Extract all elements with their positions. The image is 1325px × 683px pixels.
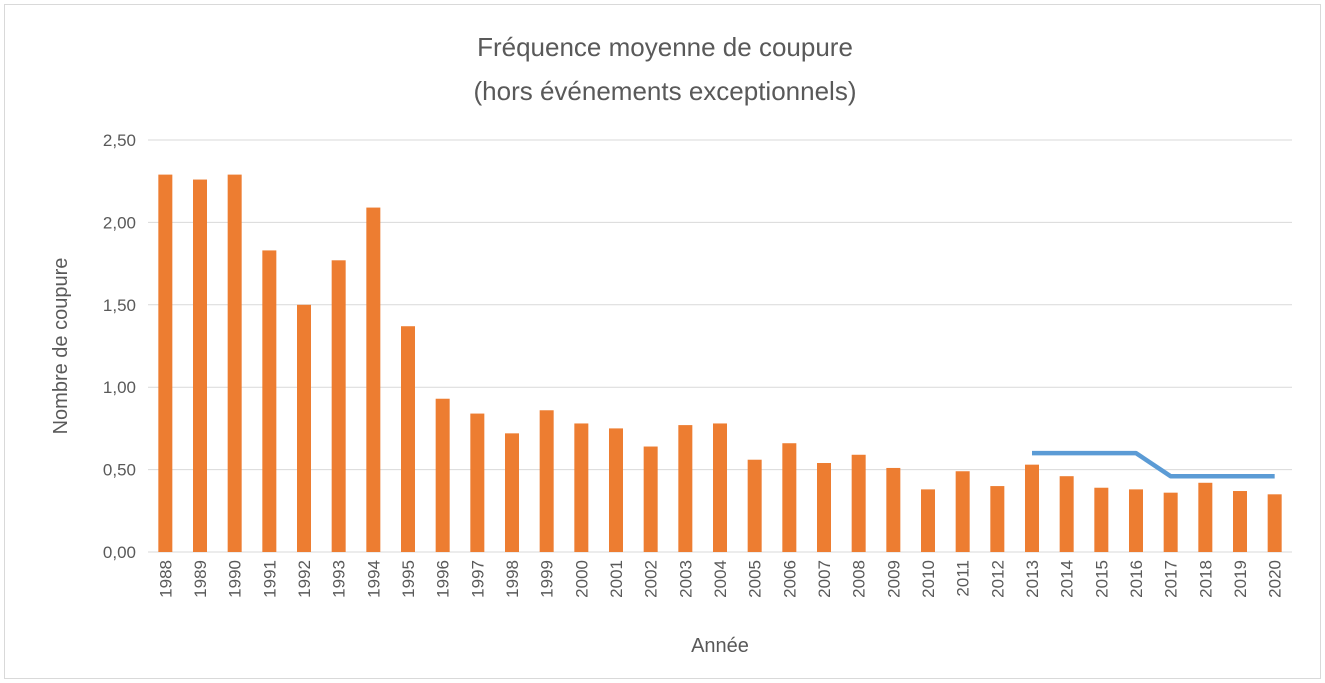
bar: [990, 486, 1005, 552]
chart-subtitle: (hors événements exceptionnels): [474, 76, 857, 106]
y-tick-label: 0,50: [103, 461, 136, 480]
bar: [1025, 464, 1039, 552]
bar: [193, 179, 207, 552]
bar: [609, 428, 623, 552]
y-tick-label: 1,50: [103, 296, 136, 315]
x-tick-label: 1991: [260, 560, 279, 598]
chart-title: Fréquence moyenne de coupure: [477, 32, 853, 62]
x-tick-label: 1988: [156, 560, 175, 598]
bar: [782, 443, 797, 552]
x-axis-label: Année: [691, 635, 749, 657]
y-axis-label: Nombre de coupure: [50, 258, 72, 435]
x-tick-label: 2002: [642, 560, 661, 598]
line: [1032, 450, 1275, 479]
x-tick-label: 2015: [1092, 560, 1111, 598]
y-tick-label: 2,50: [103, 131, 136, 150]
bar: [539, 410, 554, 552]
x-tick-label: 2020: [1266, 560, 1285, 598]
x-tick-label: 2013: [1023, 560, 1042, 598]
bar: [921, 489, 935, 552]
chart-border: [4, 4, 1321, 679]
bar: [643, 446, 658, 552]
x-tick-label: 2012: [988, 560, 1007, 598]
x-tick-label: 1990: [226, 560, 245, 598]
bar: [331, 260, 346, 552]
x-tick-label: 2019: [1231, 560, 1250, 598]
x-tick-label: 2006: [780, 560, 799, 598]
x-tick-label: 1997: [468, 560, 487, 598]
x-tick-label: 2011: [954, 560, 973, 597]
x-tick-label: 2004: [711, 560, 730, 598]
x-tick-label: 2017: [1162, 560, 1181, 598]
bar: [470, 413, 485, 552]
x-tick-label: 2000: [572, 560, 591, 598]
x-tick-label: 2018: [1196, 560, 1215, 598]
x-tick-label: 1993: [330, 560, 349, 598]
bar: [262, 250, 277, 552]
bar: [158, 174, 173, 552]
x-tick-label: 2010: [919, 560, 938, 598]
x-tick-label: 1996: [434, 560, 453, 598]
bar: [1267, 494, 1282, 552]
x-tick-label: 2001: [607, 560, 626, 598]
x-tick-label: 1999: [538, 560, 557, 598]
x-tick-label: 1995: [399, 560, 418, 598]
bar: [1094, 487, 1109, 552]
x-tick-label: 2007: [815, 560, 834, 598]
x-tick-label: 1989: [191, 560, 210, 598]
bar: [1129, 489, 1143, 552]
y-tick-label: 0,00: [103, 543, 136, 562]
y-tick-label: 1,00: [103, 378, 136, 397]
bar: [297, 304, 311, 552]
bar: [886, 467, 901, 552]
x-tick-label: 1992: [295, 560, 314, 598]
bar: [1233, 491, 1247, 552]
bar: [435, 398, 450, 552]
bar: [713, 423, 727, 552]
bar: [1198, 482, 1213, 552]
bar: [678, 425, 693, 552]
bar: [366, 207, 381, 552]
x-tick-label: 2014: [1058, 560, 1077, 598]
bar: [1163, 492, 1178, 552]
bar: [851, 454, 866, 552]
bar: [505, 433, 519, 552]
x-tick-label: 2003: [676, 560, 695, 598]
bar: [1059, 476, 1074, 552]
x-tick-label: 1994: [364, 560, 383, 598]
x-tick-label: 2008: [850, 560, 869, 598]
bar: [574, 423, 589, 552]
bar: [817, 463, 831, 552]
bar: [955, 471, 970, 552]
x-tick-label: 2005: [746, 560, 765, 598]
bar: [227, 174, 242, 552]
x-tick-label: 2016: [1127, 560, 1146, 598]
bar: [401, 326, 415, 552]
x-tick-label: 2009: [884, 560, 903, 598]
x-tick-label: 1998: [503, 560, 522, 598]
y-tick-label: 2,00: [103, 213, 136, 232]
bar: [747, 459, 762, 552]
